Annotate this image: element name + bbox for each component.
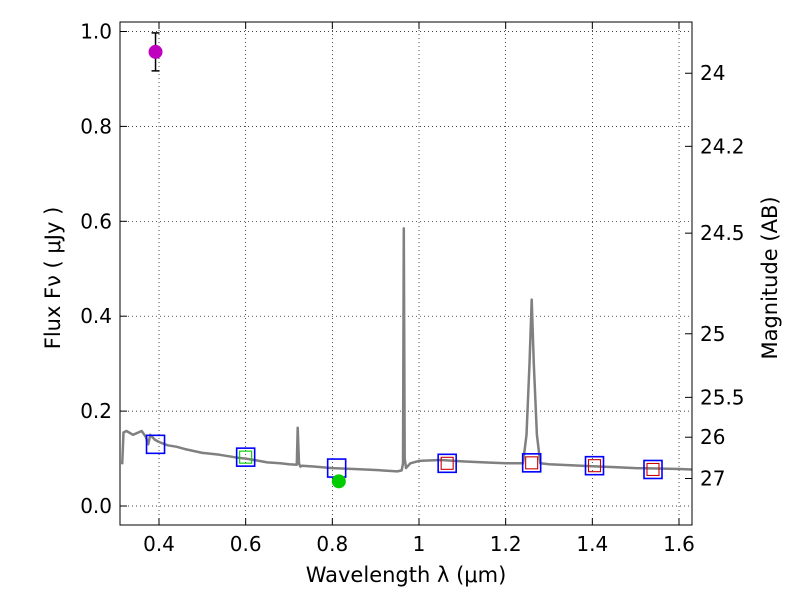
photometry-square xyxy=(437,453,457,474)
photometry-square xyxy=(584,455,605,476)
photometry-markers-group xyxy=(145,32,663,489)
photometry-square xyxy=(525,456,539,470)
photometry-square xyxy=(239,450,253,464)
x-tick-label: 0.4 xyxy=(143,532,175,556)
detection-point xyxy=(331,474,346,489)
photometry-square xyxy=(587,459,602,473)
right-tick-label: 25.5 xyxy=(700,385,745,409)
right-tick-label: 24.2 xyxy=(700,134,745,158)
grid-lines xyxy=(120,22,692,525)
right-tick-label: 27 xyxy=(700,466,725,490)
x-tick-label: 0.8 xyxy=(316,532,348,556)
right-tick-label: 25 xyxy=(700,322,725,346)
y-tick-label: 0.0 xyxy=(80,494,112,518)
photometry-square xyxy=(145,434,166,455)
y-tick-label: 0.4 xyxy=(80,304,112,328)
y-tick-label: 1.0 xyxy=(80,19,112,43)
y-axis-label: Flux Fν ( μJy ) xyxy=(41,207,65,350)
x-axis-label: Wavelength λ (μm) xyxy=(306,563,507,587)
y-tick-label: 0.8 xyxy=(80,114,112,138)
detection-point xyxy=(148,44,163,59)
right-tick-label: 24 xyxy=(700,61,725,85)
photometry-square xyxy=(521,453,542,473)
model-spectrum-group xyxy=(120,227,693,473)
x-tick-label: 1.2 xyxy=(490,532,522,556)
y-tick-label: 0.2 xyxy=(80,399,112,423)
photometry-square xyxy=(646,462,660,477)
y-tick-label: 0.6 xyxy=(80,209,112,233)
x-tick-label: 1 xyxy=(413,532,426,556)
right-tick-label: 24.5 xyxy=(700,221,745,245)
right-tick-label: 26 xyxy=(700,425,725,449)
x-tick-label: 0.6 xyxy=(230,532,262,556)
x-tick-label: 1.6 xyxy=(663,532,695,556)
photometry-square xyxy=(440,456,454,470)
photometry-square xyxy=(235,447,256,467)
axis-ticks: 0.4 0.6 0.8 1 1.2 1.4 1.6 0.0 0.2 0.4 0.6 0.8 1.0 24 2… xyxy=(80,19,744,556)
x-tick-label: 1.4 xyxy=(576,532,608,556)
plot-frame xyxy=(119,21,693,526)
model-spectrum-line xyxy=(120,227,693,473)
photometry-square xyxy=(643,459,663,480)
right-axis-label: Magnitude (AB) xyxy=(758,196,782,359)
